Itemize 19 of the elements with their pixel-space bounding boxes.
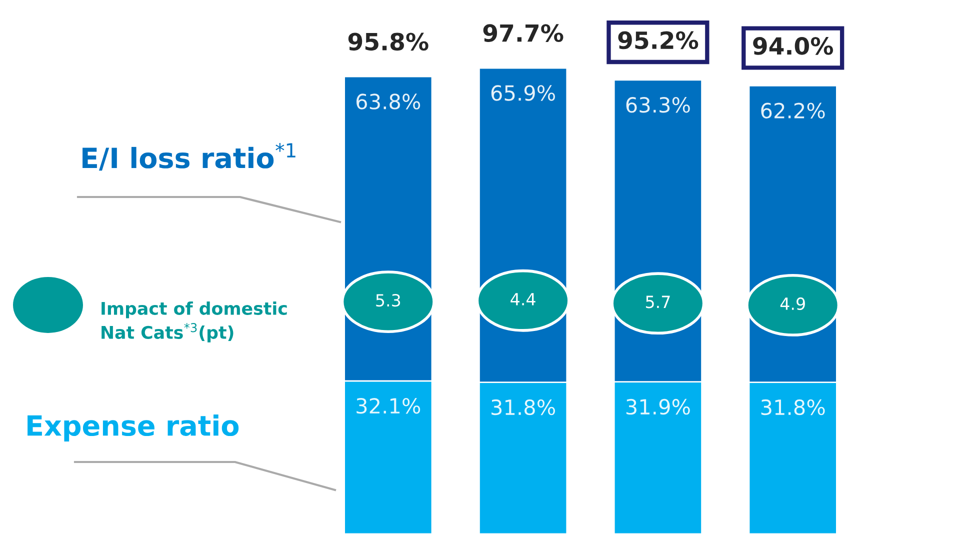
annotation: 5.7: [646, 296, 670, 308]
total-label: 97.7%: [483, 24, 564, 42]
annotation: 5.3: [376, 294, 400, 307]
total-label: 95.2%: [618, 31, 698, 50]
text: Expense ratio: [28, 414, 239, 442]
data-label: 31.9%: [626, 398, 690, 415]
annotation: 4.9: [780, 297, 805, 310]
total-label: 94.0%: [753, 37, 834, 55]
data-label: 31.8%: [492, 399, 555, 416]
data-label: 63.3%: [626, 97, 690, 113]
data-label: 31.8%: [761, 399, 825, 416]
data-label: 32.1%: [356, 398, 420, 414]
data-label: 65.9%: [491, 85, 555, 101]
series-label: E/I loss ratio$^{*1}$: [82, 142, 296, 171]
text: Impact of domestic Nat Cats$^{*3}$(pt): [102, 302, 287, 342]
data-label: 62.2%: [761, 102, 825, 118]
total-label: 95.8%: [348, 32, 428, 51]
data-label: 63.8%: [356, 94, 420, 110]
annotation: 4.4: [510, 293, 536, 306]
